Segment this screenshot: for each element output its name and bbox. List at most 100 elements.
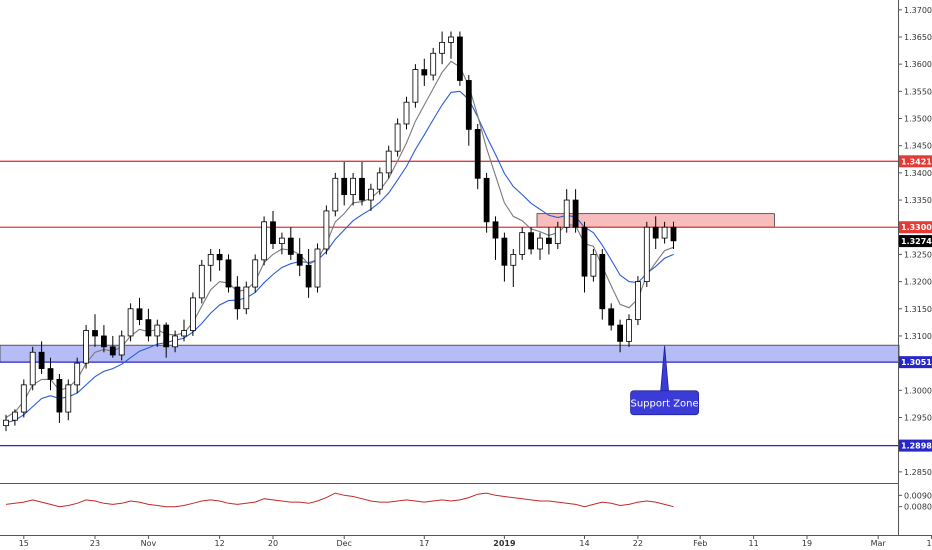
- candle-body: [145, 319, 152, 337]
- candle-body: [29, 351, 36, 386]
- osc-tick-label: 0.0090: [904, 491, 932, 500]
- price-tick-label: 1.34000: [904, 169, 932, 178]
- support-zone-callout: Support Zone: [630, 345, 699, 416]
- price-tick-label: 1.28500: [904, 468, 932, 477]
- time-tick-label: 20: [268, 539, 278, 548]
- time-tick-label: Feb: [693, 539, 707, 548]
- price-tick-label: 1.29500: [904, 413, 932, 422]
- candle-body: [359, 177, 365, 201]
- candle-body: [127, 308, 134, 337]
- candle-body: [252, 259, 259, 288]
- horizontal-lines-layer: [0, 160, 898, 447]
- candle-body: [270, 221, 276, 244]
- candles-layer: [3, 31, 677, 432]
- price-badge-label: 1.33000: [901, 223, 932, 232]
- candle-body: [163, 324, 170, 348]
- candle-body: [305, 264, 312, 288]
- candle-body: [385, 150, 392, 174]
- candle-body: [652, 226, 659, 239]
- candle-body: [287, 237, 294, 255]
- price-badge-label: 1.28983: [901, 442, 932, 451]
- candle-body: [421, 69, 428, 76]
- candle-body: [11, 411, 18, 421]
- price-badges: 1.34213 1.33000 1.32745 1.30518 1.28983: [899, 155, 932, 452]
- price-tick-label: 1.37000: [904, 6, 932, 15]
- price-badge-label: 1.32745: [901, 237, 932, 246]
- price-badge: [899, 155, 932, 168]
- osc-tick-label: 0.0080: [904, 503, 932, 512]
- candle-body: [661, 226, 668, 239]
- candle-body: [430, 52, 437, 76]
- price-badge: [899, 439, 932, 452]
- candle-body: [510, 254, 517, 266]
- candle-body: [234, 286, 241, 310]
- time-tick-label: Dec: [336, 539, 351, 548]
- candle-body: [74, 362, 81, 386]
- moving-averages-layer: [5, 60, 674, 424]
- candle-body: [341, 177, 348, 196]
- time-tick-label: 23: [90, 539, 100, 548]
- time-tick-label: Mar: [871, 539, 887, 548]
- candle-body: [101, 335, 107, 348]
- candle-body: [572, 199, 579, 228]
- candle-body: [439, 42, 446, 54]
- candle-body: [465, 80, 472, 130]
- time-tick-label: 14: [579, 539, 589, 548]
- candle-body: [216, 254, 223, 261]
- price-badge-label: 1.34213: [901, 157, 932, 166]
- callout-label: Support Zone: [631, 399, 699, 410]
- candle-body: [296, 254, 303, 266]
- price-tick-label: 1.30000: [904, 386, 932, 395]
- price-badge: [899, 221, 932, 234]
- candle-body: [537, 237, 543, 250]
- candle-body: [501, 237, 508, 266]
- candle-body: [403, 101, 410, 125]
- candle-body: [56, 379, 63, 413]
- price-badge: [899, 356, 932, 369]
- candle-body: [323, 210, 330, 250]
- price-tick-label: 1.33500: [904, 196, 932, 205]
- candle-body: [581, 226, 588, 277]
- oscillator-pane: 0.0090 0.0080: [5, 491, 932, 512]
- candle-body: [198, 264, 205, 299]
- price-tick-label: 1.32000: [904, 278, 932, 287]
- candle-body: [367, 188, 374, 201]
- candle-body: [492, 221, 499, 239]
- time-tick-label: 11: [927, 539, 932, 548]
- candle-body: [314, 248, 321, 288]
- candle-body: [118, 335, 125, 356]
- candle-body: [608, 308, 615, 326]
- candle-body: [456, 36, 463, 81]
- candle-body: [617, 324, 623, 342]
- time-tick-label: 12: [215, 539, 225, 548]
- price-tick-label: 1.35500: [904, 87, 932, 96]
- candle-body: [546, 237, 552, 244]
- candle-body: [448, 36, 454, 43]
- oscillator-line: [5, 492, 674, 508]
- candle-body: [38, 351, 45, 369]
- candle-body: [394, 123, 401, 152]
- candle-body: [635, 281, 641, 321]
- price-tick-label: 1.35000: [904, 115, 932, 124]
- candle-body: [563, 199, 570, 228]
- candle-body: [172, 335, 179, 348]
- candle-body: [225, 259, 232, 288]
- candle-body: [181, 330, 187, 337]
- price-tick-label: 1.36000: [904, 60, 932, 69]
- candle-body: [483, 177, 490, 223]
- candle-body: [243, 286, 250, 310]
- price-tick-label: 1.36500: [904, 33, 932, 42]
- candle-body: [261, 221, 268, 261]
- candle-body: [92, 330, 98, 337]
- candle-body: [47, 368, 54, 380]
- candle-body: [474, 128, 481, 179]
- candle-body: [189, 297, 196, 331]
- price-badge-label: 1.30518: [901, 358, 932, 367]
- time-axis[interactable]: 1523Nov1220Dec1720191422Feb1119Mar1119: [19, 536, 932, 548]
- time-tick-label: 11: [749, 539, 759, 548]
- candle-body: [599, 254, 606, 310]
- time-tick-label: 19: [802, 539, 812, 548]
- candle-body: [670, 226, 677, 242]
- candle-body: [626, 319, 632, 342]
